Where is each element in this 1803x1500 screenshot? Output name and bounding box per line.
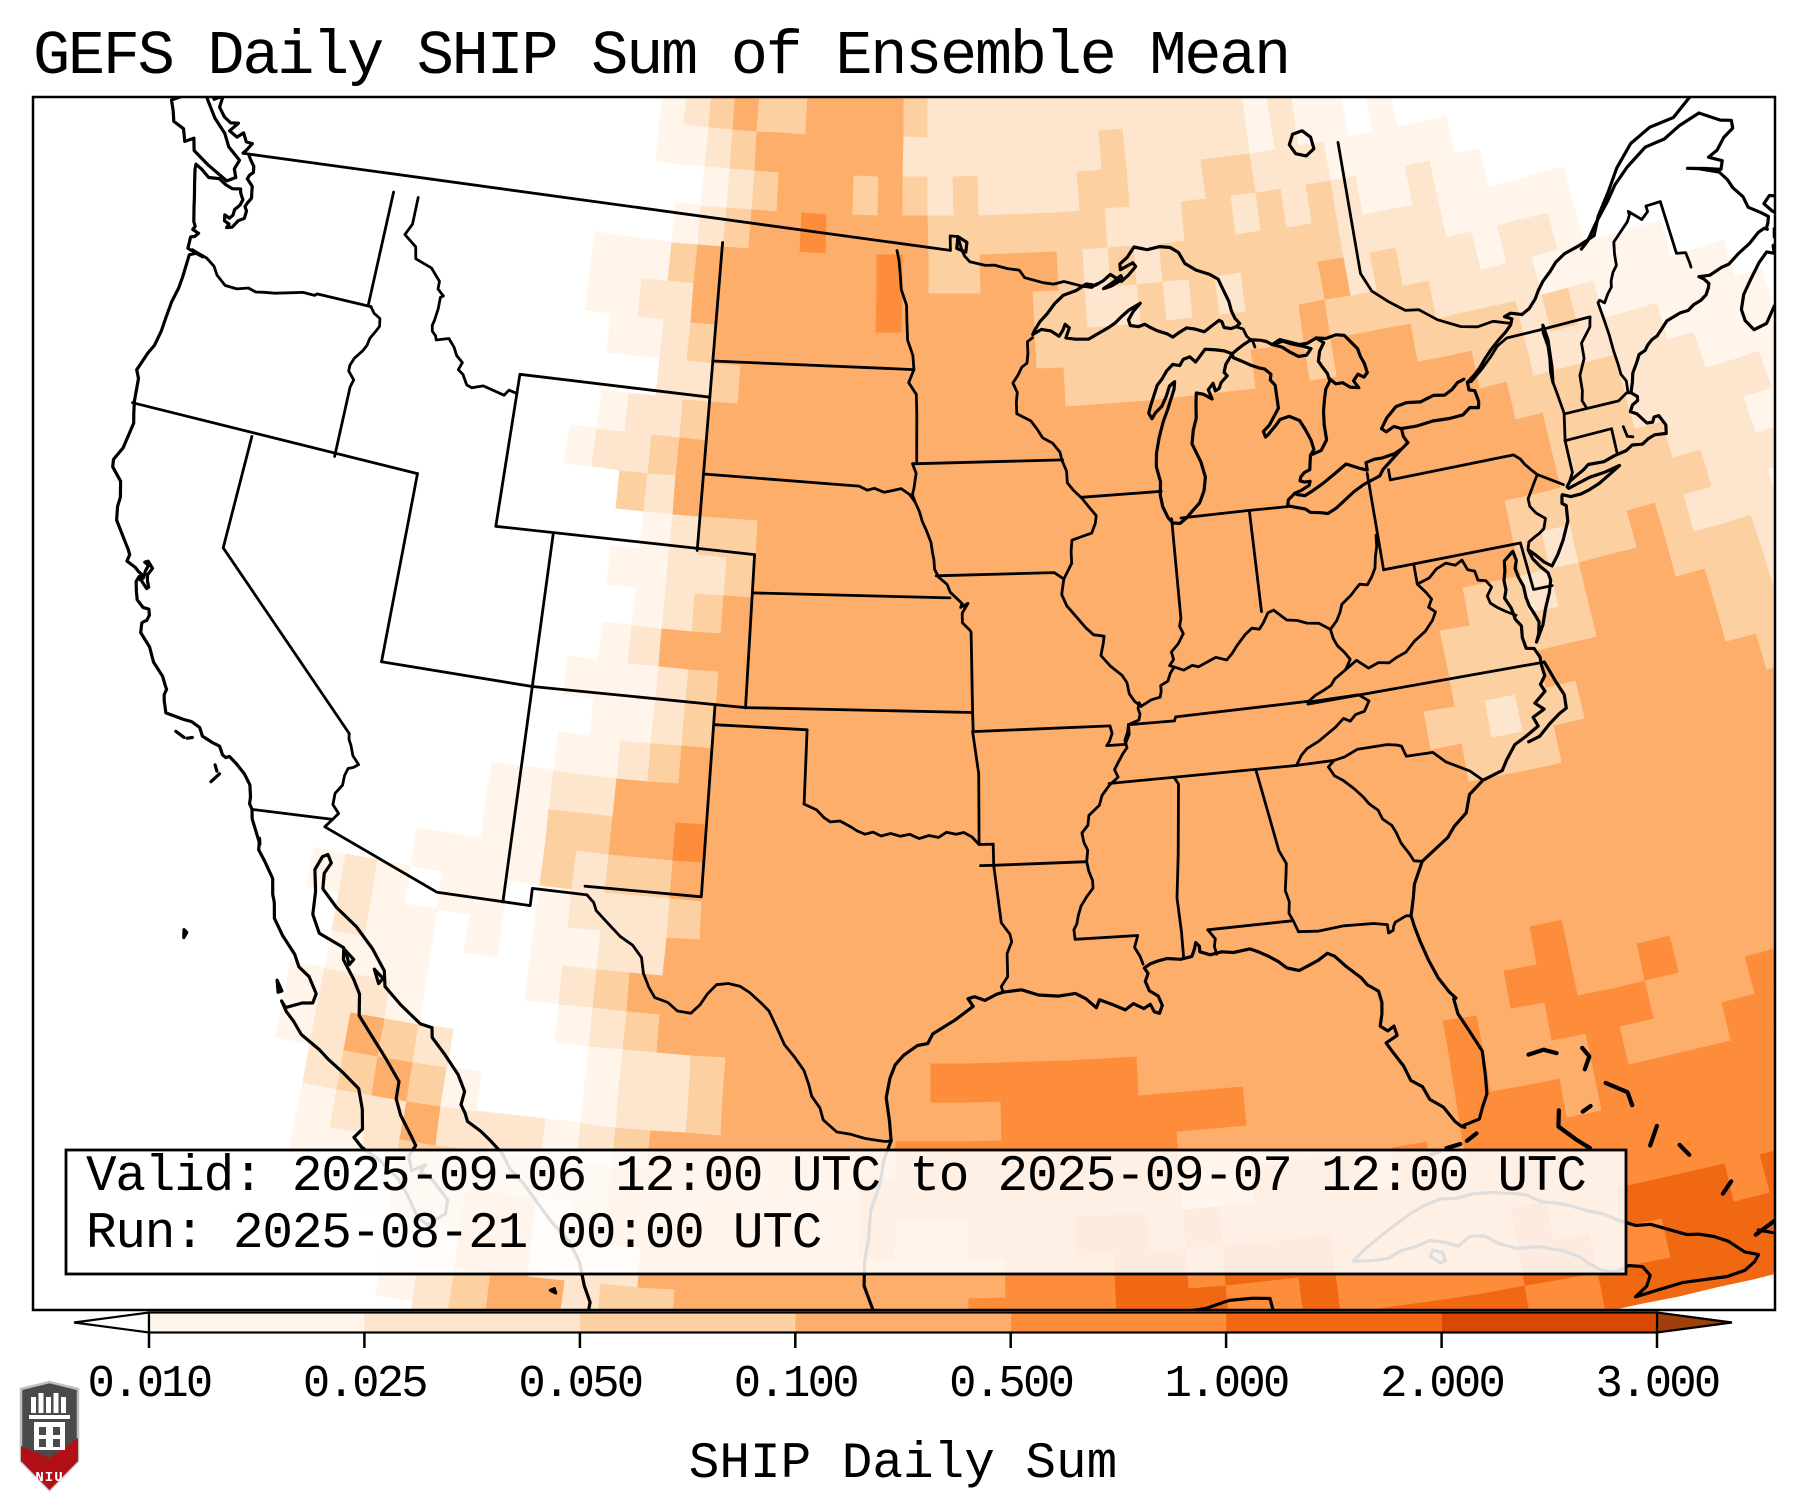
svg-text:0.050: 0.050 xyxy=(518,1358,641,1410)
svg-text:3.000: 3.000 xyxy=(1595,1358,1718,1410)
svg-text:2.000: 2.000 xyxy=(1380,1358,1503,1410)
svg-text:SHIP Daily Sum: SHIP Daily Sum xyxy=(689,1436,1117,1493)
svg-text:1.000: 1.000 xyxy=(1165,1358,1288,1410)
svg-text:0.500: 0.500 xyxy=(949,1358,1072,1410)
svg-text:Run: 2025-08-21 00:00 UTC: Run: 2025-08-21 00:00 UTC xyxy=(86,1206,821,1263)
svg-text:NIU: NIU xyxy=(35,1470,63,1486)
svg-text:0.010: 0.010 xyxy=(87,1358,210,1410)
svg-text:0.025: 0.025 xyxy=(303,1358,426,1410)
svg-text:GEFS Daily SHIP Sum of Ensembl: GEFS Daily SHIP Sum of Ensemble Mean xyxy=(33,21,1289,92)
svg-text:0.100: 0.100 xyxy=(734,1358,857,1410)
svg-text:Valid: 2025-09-06 12:00 UTC to: Valid: 2025-09-06 12:00 UTC to 2025-09-0… xyxy=(86,1149,1586,1206)
